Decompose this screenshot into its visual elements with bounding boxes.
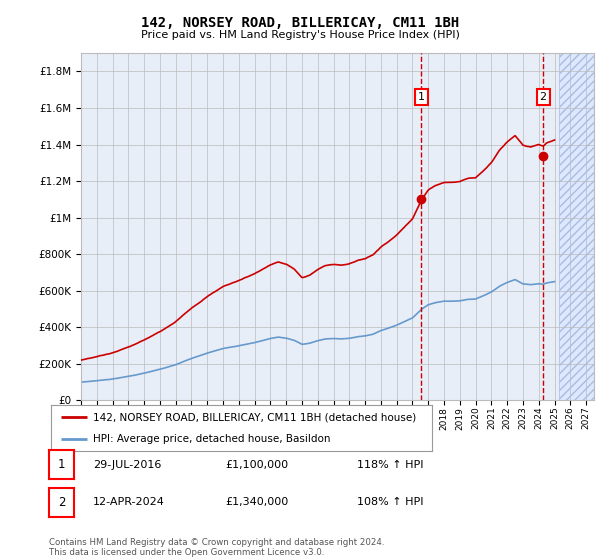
Text: Price paid vs. HM Land Registry's House Price Index (HPI): Price paid vs. HM Land Registry's House … xyxy=(140,30,460,40)
Bar xyxy=(559,53,594,400)
Text: 29-JUL-2016: 29-JUL-2016 xyxy=(93,460,161,470)
Text: 1: 1 xyxy=(418,92,425,102)
Text: 1: 1 xyxy=(58,458,65,472)
Text: 142, NORSEY ROAD, BILLERICAY, CM11 1BH (detached house): 142, NORSEY ROAD, BILLERICAY, CM11 1BH (… xyxy=(93,412,416,422)
Text: 2: 2 xyxy=(539,92,547,102)
Text: 118% ↑ HPI: 118% ↑ HPI xyxy=(357,460,424,470)
Text: 108% ↑ HPI: 108% ↑ HPI xyxy=(357,497,424,507)
Text: 142, NORSEY ROAD, BILLERICAY, CM11 1BH: 142, NORSEY ROAD, BILLERICAY, CM11 1BH xyxy=(141,16,459,30)
Text: £1,100,000: £1,100,000 xyxy=(225,460,288,470)
Text: £1,340,000: £1,340,000 xyxy=(225,497,288,507)
Text: 12-APR-2024: 12-APR-2024 xyxy=(93,497,165,507)
Text: Contains HM Land Registry data © Crown copyright and database right 2024.
This d: Contains HM Land Registry data © Crown c… xyxy=(49,538,385,557)
Text: 2: 2 xyxy=(58,496,65,509)
Text: HPI: Average price, detached house, Basildon: HPI: Average price, detached house, Basi… xyxy=(93,435,331,444)
